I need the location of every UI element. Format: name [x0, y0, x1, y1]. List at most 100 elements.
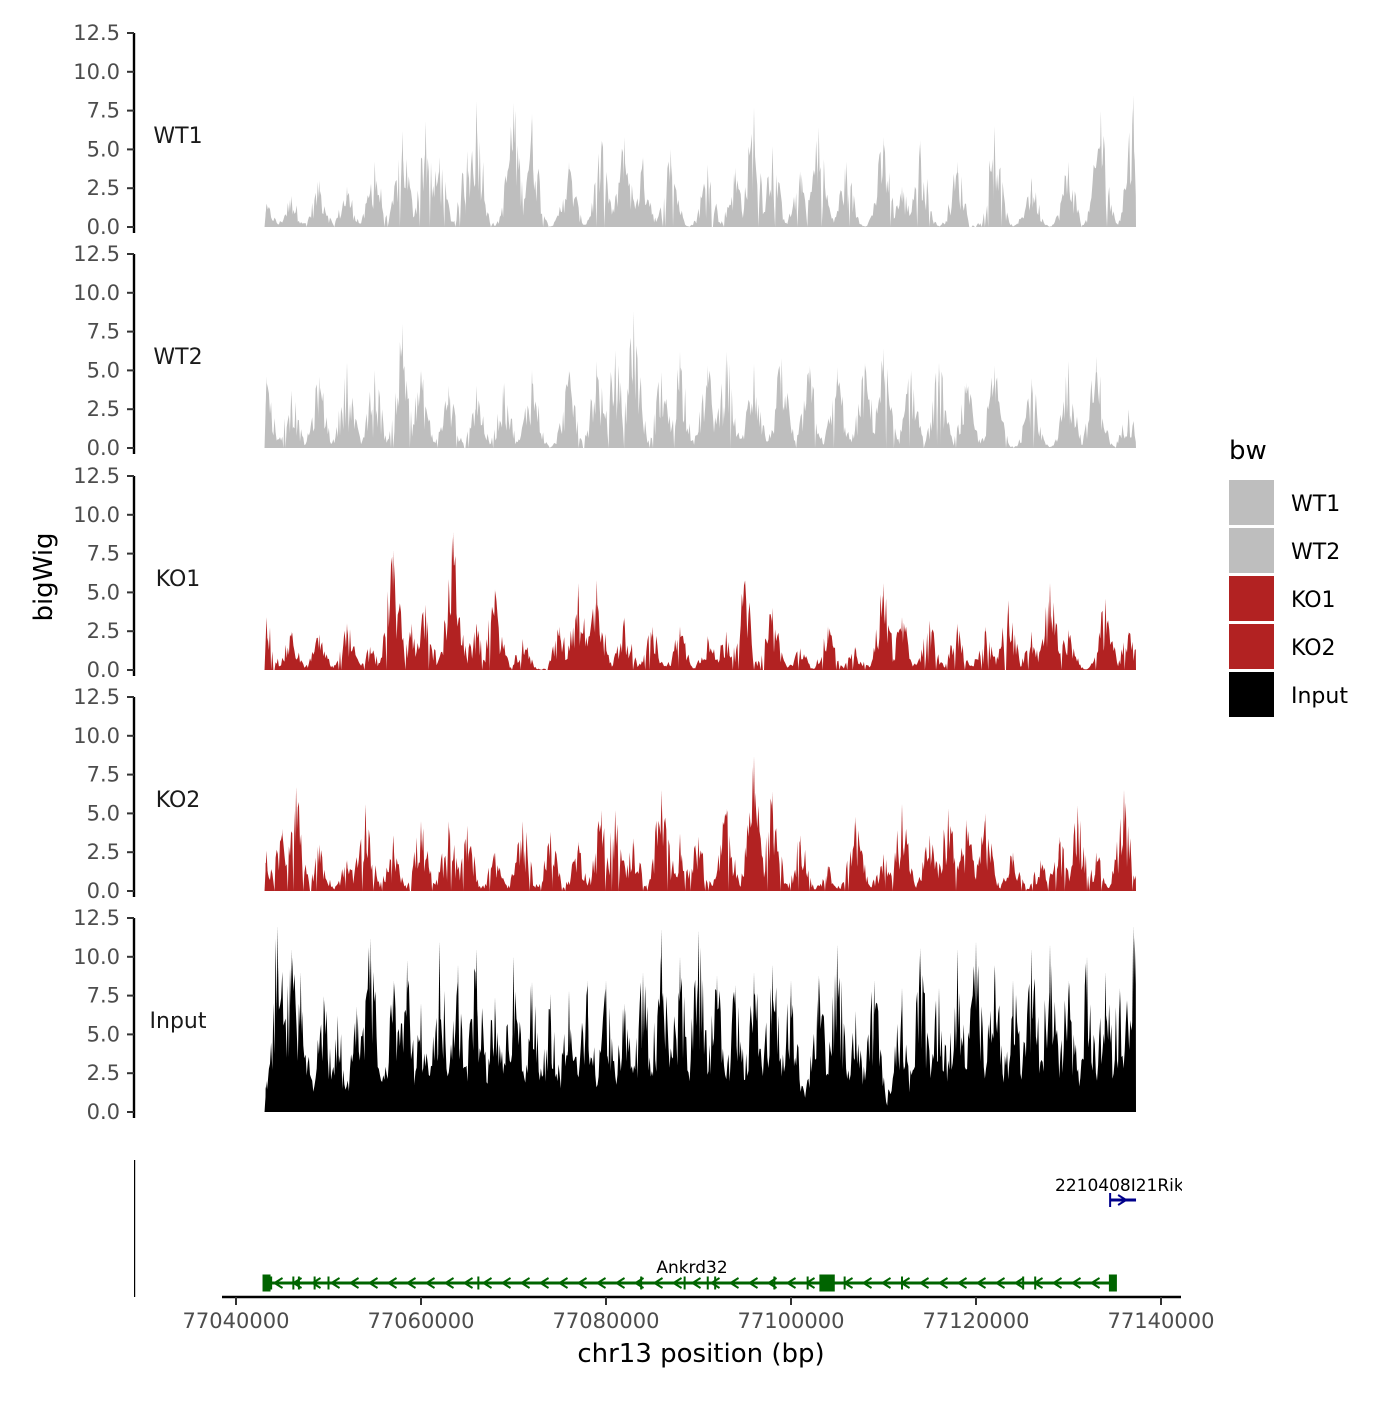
- peak-mark: [613, 350, 618, 448]
- y-tick-label: 12.5: [73, 906, 120, 930]
- peak-mark: [451, 531, 456, 670]
- peak-mark: [423, 121, 428, 227]
- legend-label: Input: [1291, 684, 1348, 709]
- peak-mark: [409, 623, 414, 670]
- track-label: KO2: [156, 788, 201, 813]
- peak-mark: [881, 853, 886, 891]
- peak-mark: [294, 787, 299, 891]
- exon: [313, 1276, 316, 1290]
- peak-mark: [321, 995, 326, 1112]
- peak-mark: [983, 813, 988, 891]
- exon: [262, 1274, 271, 1292]
- peak-mark: [493, 589, 497, 670]
- strand-arrow: [956, 1277, 968, 1289]
- peak-mark: [927, 620, 932, 670]
- strand-arrow: [785, 1277, 797, 1289]
- strand-arrow: [709, 1277, 721, 1289]
- peak-mark: [844, 161, 849, 227]
- peak-mark: [789, 980, 793, 1112]
- legend-item: WT2: [1229, 528, 1340, 573]
- strand-arrow: [557, 1277, 569, 1289]
- y-tick-label: 10.0: [73, 503, 120, 527]
- strand-arrow: [500, 1277, 512, 1289]
- peak-mark: [1029, 949, 1034, 1112]
- coverage-area: [265, 107, 1137, 227]
- coverage-area: [265, 337, 1137, 448]
- peak-mark: [909, 370, 914, 448]
- track-input: 0.0 2.5 5.0 7.5 10.0 12.5 Input: [73, 906, 1137, 1124]
- peak-mark: [724, 808, 729, 891]
- peak-mark: [1094, 852, 1099, 891]
- peak-mark: [317, 376, 322, 448]
- y-tick-label: 12.5: [73, 685, 120, 709]
- peak-mark: [770, 146, 775, 227]
- peak-mark: [631, 838, 636, 891]
- peak-mark: [493, 852, 497, 891]
- strand-arrow: [861, 1277, 873, 1289]
- peak-mark: [557, 626, 562, 670]
- y-tick-label: 12.5: [73, 21, 120, 45]
- peak-mark: [335, 1015, 340, 1112]
- peak-mark: [927, 835, 932, 891]
- peak-mark: [900, 987, 904, 1112]
- peak-mark: [881, 348, 886, 448]
- coverage-area: [265, 766, 1137, 891]
- peak-mark: [1103, 598, 1108, 670]
- peak-mark: [1038, 859, 1043, 891]
- peak-mark: [423, 604, 428, 670]
- track-wt1: 0.0 2.5 5.0 7.5 10.0 12.5 WT1: [73, 21, 1137, 239]
- exon: [714, 1276, 717, 1290]
- peak-mark: [733, 168, 738, 227]
- peak-mark: [1131, 925, 1136, 1112]
- legend-label: WT1: [1291, 492, 1340, 517]
- peak-mark: [1075, 805, 1080, 891]
- peak-mark: [576, 841, 581, 891]
- peak-mark: [1066, 980, 1071, 1112]
- y-tick-label: 0.0: [87, 1100, 120, 1124]
- peak-mark: [372, 370, 377, 448]
- strand-arrow: [937, 1277, 949, 1289]
- exon: [706, 1276, 709, 1290]
- peak-mark: [585, 980, 590, 1112]
- peak-mark: [863, 362, 867, 448]
- genes-axis-title: Genes: [29, 1188, 59, 1270]
- strand-arrow: [576, 1277, 588, 1289]
- peak-mark: [872, 980, 877, 1112]
- peak-mark: [446, 821, 451, 891]
- peak-mark: [724, 351, 729, 448]
- y-tick-label: 10.0: [73, 281, 120, 305]
- y-tick-label: 5.0: [87, 1022, 120, 1046]
- y-tick-label: 5.0: [87, 137, 120, 161]
- peak-mark: [275, 925, 280, 1112]
- peak-mark: [1029, 378, 1034, 448]
- peak-mark: [992, 126, 997, 227]
- peak-mark: [816, 975, 821, 1112]
- y-tick-label: 7.5: [87, 320, 120, 344]
- peak-mark: [1094, 356, 1099, 448]
- peak-mark: [1066, 361, 1071, 448]
- peak-mark: [594, 361, 599, 448]
- y-tick-label: 0.0: [87, 879, 120, 903]
- peak-mark: [992, 365, 997, 448]
- x-axis: chr13 position (bp) 77040000 77060000 7708…: [183, 1295, 1214, 1369]
- legend-swatch: [1229, 624, 1274, 669]
- peak-mark: [437, 941, 442, 1112]
- x-tick-label: 77060000: [368, 1309, 475, 1333]
- peak-mark: [641, 157, 645, 227]
- strand-arrow: [1117, 1194, 1129, 1206]
- peak-mark: [368, 938, 373, 1112]
- strand-arrow: [272, 1277, 284, 1289]
- track-label: Input: [150, 1009, 207, 1034]
- exon: [683, 1276, 686, 1290]
- legend-item: WT1: [1229, 480, 1340, 525]
- peak-mark: [622, 136, 627, 227]
- peak-mark: [474, 101, 479, 227]
- peak-mark: [1057, 836, 1062, 891]
- peak-mark: [511, 102, 516, 227]
- peak-mark: [853, 816, 858, 891]
- strand-arrow: [310, 1277, 322, 1289]
- exon: [819, 1274, 828, 1292]
- exon: [327, 1276, 330, 1290]
- peak-mark: [530, 370, 534, 448]
